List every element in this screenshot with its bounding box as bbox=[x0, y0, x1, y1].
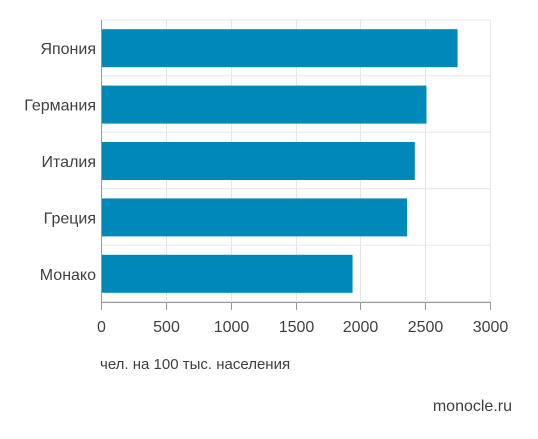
bar bbox=[101, 142, 415, 180]
category-label: Италия bbox=[42, 154, 96, 171]
bar bbox=[101, 29, 458, 68]
category-label: Греция bbox=[44, 210, 96, 227]
bar bbox=[101, 198, 408, 237]
category-label: Германия bbox=[24, 98, 96, 115]
x-tick-label: 3000 bbox=[473, 319, 509, 336]
x-tick-label: 2500 bbox=[408, 319, 444, 336]
bar bbox=[101, 85, 427, 124]
source-credit: monocle.ru bbox=[432, 398, 512, 415]
x-axis-label: чел. на 100 тыс. населения bbox=[100, 356, 291, 373]
x-tick-labels: 0 500 1000 1500 2000 2500 3000 bbox=[97, 319, 508, 336]
x-tick-label: 0 bbox=[97, 319, 106, 336]
axes bbox=[101, 20, 491, 310]
category-label: Монако bbox=[40, 267, 96, 284]
bar bbox=[101, 254, 353, 293]
x-tick-label: 1500 bbox=[279, 319, 315, 336]
category-labels: Япония Германия Италия Греция Монако bbox=[24, 41, 96, 284]
category-label: Япония bbox=[40, 41, 96, 58]
x-tick-label: 1000 bbox=[214, 319, 250, 336]
x-tick-label: 500 bbox=[153, 319, 180, 336]
bars bbox=[101, 29, 458, 293]
x-tick-label: 2000 bbox=[343, 319, 379, 336]
